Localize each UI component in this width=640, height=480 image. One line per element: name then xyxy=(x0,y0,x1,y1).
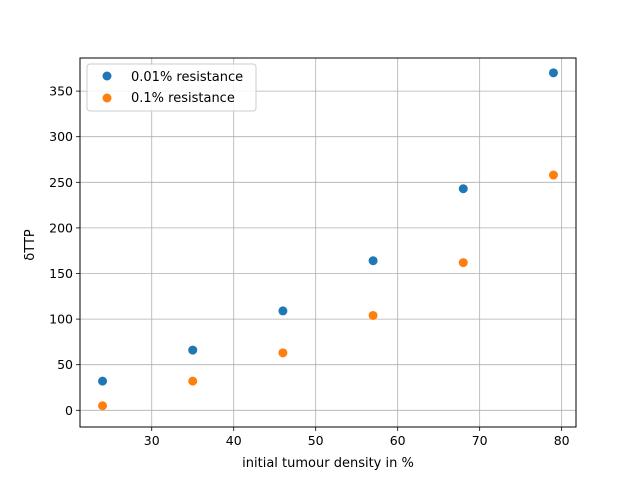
y-tick-label: 150 xyxy=(49,266,73,281)
point-series-1 xyxy=(548,68,558,78)
x-tick-label: 50 xyxy=(308,433,324,448)
y-tick-label: 250 xyxy=(49,175,73,190)
legend-marker-series-1 xyxy=(102,71,112,81)
y-tick-label: 100 xyxy=(49,312,73,327)
y-tick-label: 50 xyxy=(57,357,73,372)
point-series-1 xyxy=(98,376,108,386)
point-series-2 xyxy=(188,376,198,386)
point-series-2 xyxy=(98,401,108,411)
point-series-2 xyxy=(368,310,378,320)
x-tick-label: 40 xyxy=(226,433,242,448)
legend: 0.01% resistance 0.1% resistance xyxy=(86,63,257,112)
point-series-2 xyxy=(458,258,468,268)
legend-label-series-1: 0.01% resistance xyxy=(131,70,243,85)
point-series-2 xyxy=(548,170,558,180)
grid-lines xyxy=(80,58,576,427)
legend-box xyxy=(86,63,257,112)
y-tick-label: 350 xyxy=(49,84,73,99)
y-axis-label: δTTP xyxy=(23,229,38,261)
x-tick-label: 60 xyxy=(390,433,406,448)
x-axis-label: initial tumour density in % xyxy=(242,456,414,471)
point-series-1 xyxy=(458,184,468,194)
point-series-1 xyxy=(368,256,378,266)
legend-marker-series-2 xyxy=(102,93,112,103)
x-tick-label: 80 xyxy=(554,433,570,448)
legend-label-series-2: 0.1% resistance xyxy=(131,91,235,106)
point-series-1 xyxy=(188,345,198,355)
x-tick-label: 30 xyxy=(144,433,160,448)
y-tick-label: 0 xyxy=(65,403,73,418)
x-tick-label: 70 xyxy=(472,433,488,448)
y-tick-label: 200 xyxy=(49,220,73,235)
point-series-1 xyxy=(278,306,288,316)
point-series-2 xyxy=(278,348,288,358)
y-tick-label: 300 xyxy=(49,129,73,144)
y-axis-ticks: 0 50 100 150 200 250 300 350 xyxy=(49,84,80,418)
data-points xyxy=(98,68,558,411)
x-axis-ticks: 30 40 50 60 70 80 xyxy=(144,427,570,448)
plot-frame xyxy=(79,57,577,428)
